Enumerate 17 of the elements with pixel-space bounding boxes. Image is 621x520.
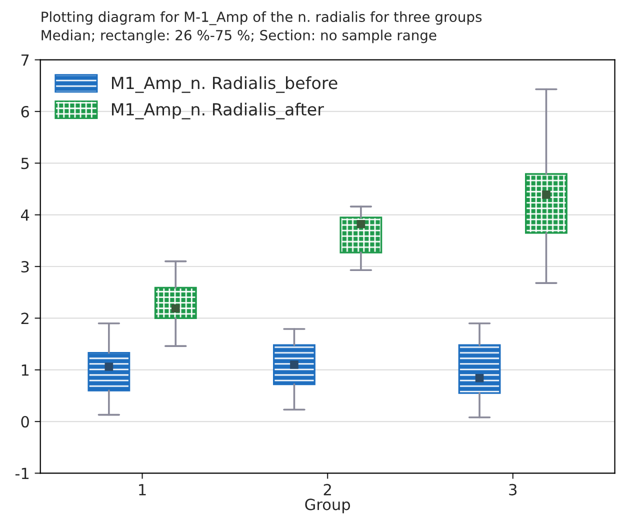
x-axis-title: Group (305, 498, 350, 514)
y-tick-label: 1 (22, 364, 29, 376)
y-tick-label: 5 (21, 158, 29, 170)
x-tick-label: 1 (139, 484, 146, 496)
y-tick-label: 3 (21, 260, 29, 273)
y-tick-label: 4 (20, 209, 30, 221)
y-tick-label: 2 (21, 312, 28, 324)
y-tick-label: 6 (21, 106, 29, 118)
chart-subtitle: Median; rectangle: 26 %-75 %; Section: no sample range (42, 30, 436, 44)
x-tick-label: 2 (324, 484, 331, 496)
x-tick-label: 3 (509, 484, 517, 496)
y-tick-label: -1 (15, 468, 29, 480)
y-tick-label: 7 (21, 54, 29, 66)
y-tick-label: 0 (21, 416, 29, 428)
legend-label: M1_Amp_n. Radialis_after (112, 102, 324, 120)
chart-title: Plotting diagram for M-1_Amp of the n. radialis for three groups (42, 11, 482, 26)
legend-label: M1_Amp_n. Radialis_before (112, 76, 338, 93)
